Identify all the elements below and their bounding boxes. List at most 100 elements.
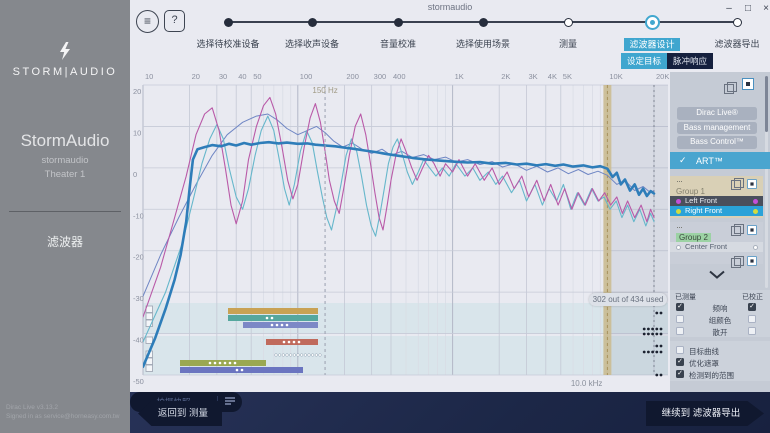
art-toggle[interactable]: ✓ ART™: [670, 152, 770, 169]
panel-tab-bass-management[interactable]: Bass management: [677, 121, 757, 134]
minimize-button[interactable]: –: [726, 3, 732, 14]
band-handle-dot[interactable]: [292, 340, 296, 344]
band-drag-handle-dot[interactable]: [642, 332, 646, 336]
band-drag-handle-dot[interactable]: [655, 327, 659, 331]
band-handle-dot[interactable]: [297, 340, 301, 344]
filter-band-bar[interactable]: [228, 308, 318, 314]
continue-to-export-button[interactable]: 继续到 滤波器导出: [646, 401, 764, 426]
band-handle-dot[interactable]: [282, 340, 286, 344]
checkbox-checked[interactable]: ✓: [676, 370, 684, 378]
band-drag-handle-dot[interactable]: [655, 311, 659, 315]
step-label-4[interactable]: 选择使用场景: [428, 37, 538, 50]
back-to-measurement-button[interactable]: 返回到 测量: [138, 401, 222, 426]
band-handle-dot[interactable]: [233, 361, 237, 365]
band-drag-handle-dot[interactable]: [659, 344, 663, 348]
band-checkbox[interactable]: [145, 312, 153, 320]
collapsed-band-dot[interactable]: [296, 353, 300, 357]
collapsed-band-dot[interactable]: [281, 353, 285, 357]
step-dot-3[interactable]: [393, 18, 403, 27]
band-drag-handle-dot[interactable]: [659, 373, 663, 377]
panel-tab-dirac-live[interactable]: Dirac Live®: [677, 107, 757, 120]
step-label-3[interactable]: 音量校准: [343, 37, 453, 50]
band-drag-handle-dot[interactable]: [659, 311, 663, 315]
band-drag-handle-dot[interactable]: [651, 350, 654, 354]
step-dot-1[interactable]: [223, 18, 233, 27]
collapsed-band-dot[interactable]: [285, 353, 289, 357]
band-handle-dot[interactable]: [208, 361, 212, 365]
checkbox-unchecked[interactable]: [676, 315, 684, 323]
band-drag-handle-dot[interactable]: [655, 373, 659, 377]
collapsed-band-dot[interactable]: [303, 353, 307, 357]
band-handle-dot[interactable]: [213, 361, 217, 365]
checkbox-checked[interactable]: ✓: [676, 358, 684, 366]
band-drag-handle-dot[interactable]: [659, 350, 663, 354]
band-checkbox[interactable]: [145, 319, 153, 327]
panel-scrollbar-thumb[interactable]: [764, 76, 768, 132]
band-drag-handle-dot[interactable]: [659, 327, 663, 331]
checkbox-checked[interactable]: ✓: [676, 303, 684, 311]
band-drag-handle-dot[interactable]: [659, 332, 663, 336]
maximize-button[interactable]: □: [744, 3, 752, 14]
band-handle-dot[interactable]: [280, 323, 284, 327]
group-menu-icon[interactable]: ···: [676, 176, 683, 186]
menu-button[interactable]: ≡: [136, 10, 159, 33]
close-button[interactable]: ×: [763, 3, 769, 14]
band-drag-handle-dot[interactable]: [655, 344, 659, 348]
band-handle-dot[interactable]: [270, 316, 274, 320]
band-handle-dot[interactable]: [228, 361, 232, 365]
band-drag-handle-dot[interactable]: [655, 332, 659, 336]
checkbox-unchecked[interactable]: [676, 327, 684, 335]
step-dot-4[interactable]: [478, 18, 488, 27]
band-handle-dot[interactable]: [285, 323, 289, 327]
band-handle-dot[interactable]: [240, 368, 244, 372]
copy-group-icon[interactable]: [723, 82, 737, 94]
collapsed-band-dot[interactable]: [278, 353, 282, 357]
copy-group-icon[interactable]: [731, 256, 744, 268]
band-checkbox[interactable]: [145, 336, 153, 344]
focus-target-icon[interactable]: [747, 179, 757, 189]
step-label-7[interactable]: 滤波器导出: [682, 37, 770, 50]
step-dot-2[interactable]: [307, 18, 317, 27]
sidebar-item-filters[interactable]: 滤波器: [46, 235, 83, 249]
step-label-2[interactable]: 选择收声设备: [257, 37, 367, 50]
subtab-2[interactable]: 脉冲响应: [667, 53, 714, 69]
step-label-5[interactable]: 测量: [513, 37, 623, 50]
group-menu-icon[interactable]: ···: [676, 222, 683, 232]
band-drag-handle-dot[interactable]: [647, 327, 650, 331]
step-dot-5[interactable]: [563, 18, 573, 27]
band-handle-dot[interactable]: [218, 361, 222, 365]
copy-group-icon[interactable]: [731, 178, 744, 190]
focus-target-icon[interactable]: [742, 78, 754, 90]
checkbox-unchecked[interactable]: [676, 346, 684, 354]
focus-target-icon[interactable]: [747, 225, 757, 235]
collapsed-band-dot[interactable]: [274, 353, 278, 357]
band-drag-handle-dot[interactable]: [651, 327, 654, 331]
band-drag-handle-dot[interactable]: [642, 327, 646, 331]
band-handle-dot[interactable]: [270, 323, 274, 327]
filter-band-bar[interactable]: [266, 339, 318, 345]
band-checkbox[interactable]: [145, 364, 153, 372]
collapsed-band-dot[interactable]: [289, 353, 293, 357]
group-name[interactable]: Group 1: [676, 187, 705, 196]
copy-group-icon[interactable]: [731, 224, 744, 236]
group-name[interactable]: Group 2: [676, 233, 711, 242]
band-drag-handle-dot[interactable]: [647, 350, 650, 354]
band-drag-handle-dot[interactable]: [651, 332, 654, 336]
filter-band-bar[interactable]: [243, 322, 318, 328]
band-handle-dot[interactable]: [287, 340, 291, 344]
step-dot-7[interactable]: [732, 18, 742, 27]
help-button[interactable]: ?: [164, 10, 185, 32]
filter-band-bar[interactable]: [180, 360, 266, 366]
step-label-1[interactable]: 选择待校准设备: [173, 37, 283, 50]
panel-tab-bass-control[interactable]: Bass Control™: [677, 136, 757, 149]
band-handle-dot[interactable]: [235, 368, 239, 372]
collapsed-band-dot[interactable]: [311, 353, 315, 357]
band-handle-dot[interactable]: [265, 316, 269, 320]
band-drag-handle-dot[interactable]: [655, 350, 659, 354]
collapsed-band-dot[interactable]: [300, 353, 304, 357]
band-drag-handle-dot[interactable]: [647, 332, 650, 336]
band-drag-handle-dot[interactable]: [642, 350, 646, 354]
collapsed-band-dot[interactable]: [292, 353, 296, 357]
scroll-down-button[interactable]: [670, 266, 763, 282]
focus-target-icon[interactable]: [747, 256, 757, 266]
